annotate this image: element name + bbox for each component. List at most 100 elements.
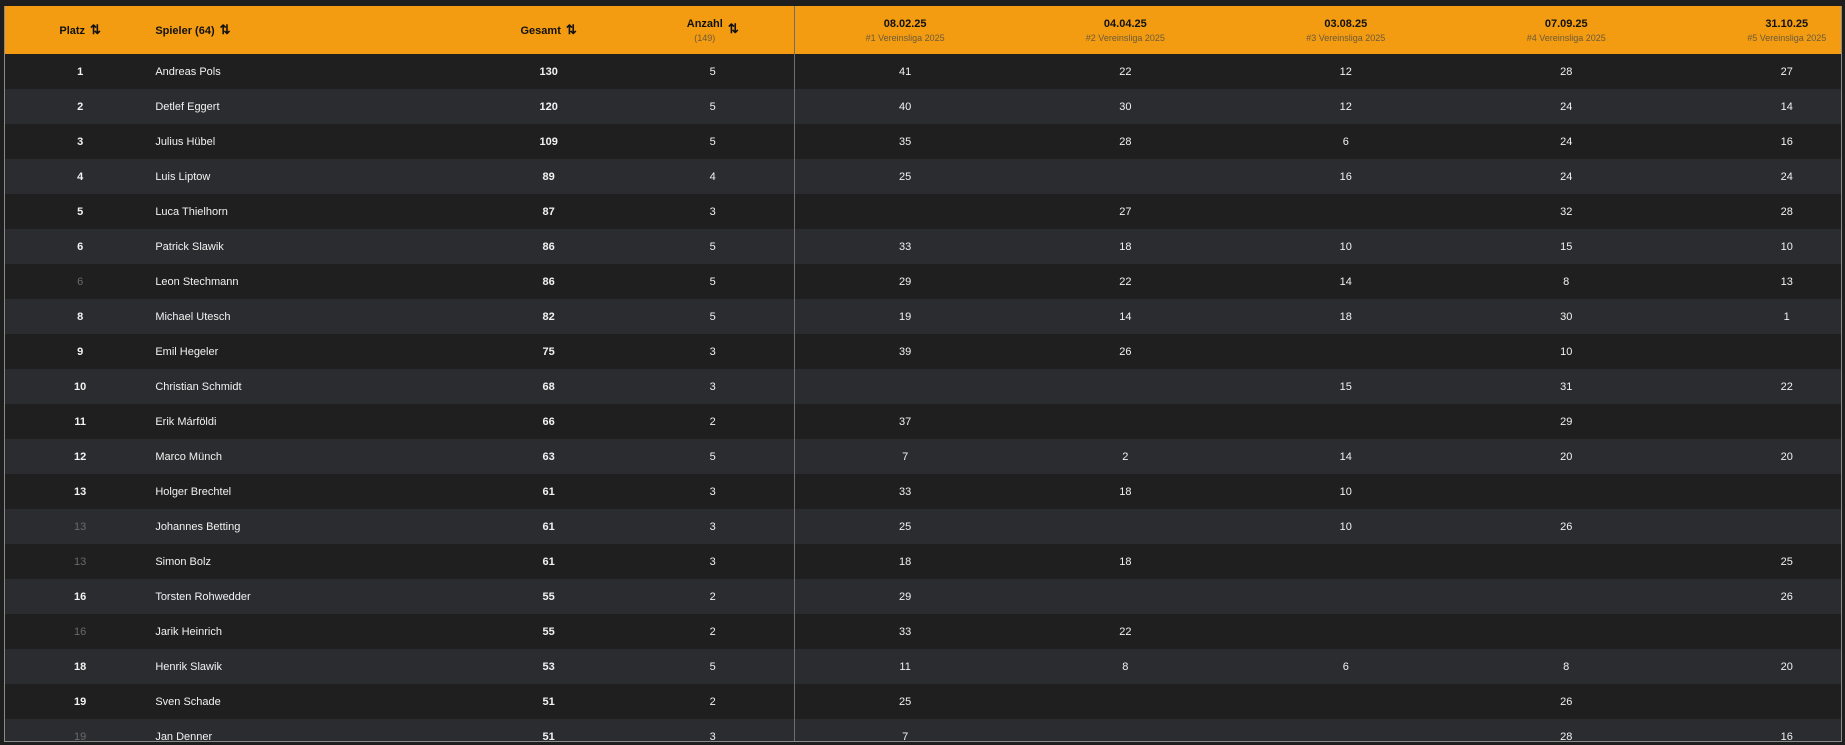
table-row[interactable]: 18 Henrik Slawik 53 5 11 8 6 8 20 <box>5 649 1841 684</box>
score-cell <box>1235 544 1457 579</box>
table-row[interactable]: 13 Simon Bolz 61 3 18 18 25 <box>5 544 1841 579</box>
score-cell: 20 <box>1676 649 1841 684</box>
column-header-gesamt[interactable]: Gesamt ⇅ <box>465 6 632 54</box>
sort-arrows-icon[interactable]: ⇅ <box>727 20 739 36</box>
score-cell: 24 <box>1676 159 1841 194</box>
count-cell: 2 <box>631 579 795 614</box>
player-name-cell: Patrick Slawik <box>155 229 466 264</box>
table-row[interactable]: 5 Luca Thielhorn 87 3 27 32 28 <box>5 194 1841 229</box>
player-name-cell: Jarik Heinrich <box>155 614 466 649</box>
column-header-event: 08.02.25 #1 Vereinsliga 2025 <box>794 6 1016 54</box>
table-row[interactable]: 3 Julius Hübel 109 5 35 28 6 24 16 <box>5 124 1841 159</box>
rank-cell: 5 <box>5 194 156 229</box>
rank-cell: 13 <box>5 509 156 544</box>
score-cell <box>1676 474 1841 509</box>
score-cell: 11 <box>794 649 1016 684</box>
gesamt-label: Gesamt <box>520 25 561 37</box>
table-row[interactable]: 4 Luis Liptow 89 4 25 16 24 24 <box>5 159 1841 194</box>
total-cell: 68 <box>465 369 632 404</box>
event-name: #1 Vereinsliga 2025 <box>865 32 945 43</box>
table-row[interactable]: 19 Jan Denner 51 3 7 28 16 <box>5 719 1841 741</box>
column-header-event: 03.08.25 #3 Vereinsliga 2025 <box>1235 6 1457 54</box>
table-row[interactable]: 19 Sven Schade 51 2 25 26 <box>5 684 1841 719</box>
player-name-cell: Holger Brechtel <box>155 474 466 509</box>
score-cell <box>1235 579 1457 614</box>
table-row[interactable]: 1 Andreas Pols 130 5 41 22 12 28 27 <box>5 54 1841 89</box>
ranking-table: Platz ⇅ Spieler (64) ⇅ Gesamt ⇅ Anzahl (149)… <box>5 6 1841 741</box>
score-cell: 29 <box>794 579 1016 614</box>
score-cell <box>1235 614 1457 649</box>
rank-cell: 8 <box>5 299 156 334</box>
player-name-cell: Detlef Eggert <box>155 89 466 124</box>
total-cell: 55 <box>465 579 632 614</box>
score-cell: 14 <box>1015 299 1236 334</box>
rank-cell: 19 <box>5 684 156 719</box>
table-row[interactable]: 13 Johannes Betting 61 3 25 10 26 <box>5 509 1841 544</box>
platz-label: Platz <box>59 25 86 37</box>
table-row[interactable]: 16 Torsten Rohwedder 55 2 29 26 <box>5 579 1841 614</box>
player-name-cell: Julius Hübel <box>155 124 466 159</box>
total-cell: 109 <box>465 124 632 159</box>
rank-cell: 4 <box>5 159 156 194</box>
score-cell: 7 <box>794 719 1016 741</box>
rank-cell: 16 <box>5 579 156 614</box>
total-cell: 61 <box>465 544 632 579</box>
score-cell: 29 <box>794 264 1016 299</box>
score-cell: 33 <box>794 229 1016 264</box>
score-cell: 25 <box>794 159 1016 194</box>
player-name-cell: Erik Márföldi <box>155 404 466 439</box>
table-row[interactable]: 6 Patrick Slawik 86 5 33 18 10 15 10 <box>5 229 1841 264</box>
sort-arrows-icon[interactable]: ⇅ <box>90 22 101 37</box>
table-row[interactable]: 6 Leon Stechmann 86 5 29 22 14 8 13 <box>5 264 1841 299</box>
score-cell: 26 <box>1676 579 1841 614</box>
rank-cell: 13 <box>5 544 156 579</box>
table-row[interactable]: 9 Emil Hegeler 75 3 39 26 10 <box>5 334 1841 369</box>
score-cell: 22 <box>1015 264 1236 299</box>
table-row[interactable]: 8 Michael Utesch 82 5 19 14 18 30 1 <box>5 299 1841 334</box>
score-cell: 20 <box>1456 439 1677 474</box>
sort-arrows-icon[interactable]: ⇅ <box>565 22 577 37</box>
total-cell: 130 <box>465 54 632 89</box>
column-header-platz[interactable]: Platz ⇅ <box>5 6 156 54</box>
table-row[interactable]: 10 Christian Schmidt 68 3 15 31 22 <box>5 369 1841 404</box>
count-cell: 5 <box>631 264 795 299</box>
score-cell: 10 <box>1235 229 1457 264</box>
count-cell: 5 <box>631 649 795 684</box>
score-cell: 40 <box>794 89 1016 124</box>
header-row: Platz ⇅ Spieler (64) ⇅ Gesamt ⇅ Anzahl (149)… <box>5 6 1841 54</box>
table-row[interactable]: 2 Detlef Eggert 120 5 40 30 12 24 14 <box>5 89 1841 124</box>
player-name-cell: Leon Stechmann <box>155 264 466 299</box>
count-cell: 5 <box>631 439 795 474</box>
score-cell <box>1235 334 1457 369</box>
event-name: #3 Vereinsliga 2025 <box>1306 32 1386 43</box>
player-name-cell: Marco Münch <box>155 439 466 474</box>
total-cell: 75 <box>465 334 632 369</box>
score-cell: 22 <box>1015 54 1236 89</box>
score-cell: 22 <box>1015 614 1236 649</box>
count-cell: 3 <box>631 369 795 404</box>
total-cell: 51 <box>465 719 632 741</box>
total-cell: 53 <box>465 649 632 684</box>
score-cell <box>1676 509 1841 544</box>
count-cell: 3 <box>631 474 795 509</box>
score-cell <box>1456 474 1677 509</box>
score-cell <box>1235 684 1457 719</box>
score-cell: 30 <box>1015 89 1236 124</box>
player-name-cell: Johannes Betting <box>155 509 466 544</box>
score-cell: 2 <box>1015 439 1236 474</box>
score-cell <box>1676 684 1841 719</box>
sort-arrows-icon[interactable]: ⇅ <box>219 22 231 37</box>
table-row[interactable]: 11 Erik Márföldi 66 2 37 29 <box>5 404 1841 439</box>
total-cell: 66 <box>465 404 632 439</box>
total-cell: 51 <box>465 684 632 719</box>
score-cell <box>1456 614 1677 649</box>
score-cell: 14 <box>1676 89 1841 124</box>
column-header-spieler[interactable]: Spieler (64) ⇅ <box>155 6 466 54</box>
score-cell: 10 <box>1456 334 1677 369</box>
table-row[interactable]: 13 Holger Brechtel 61 3 33 18 10 <box>5 474 1841 509</box>
event-date: 04.04.25 <box>1103 17 1147 30</box>
table-row[interactable]: 16 Jarik Heinrich 55 2 33 22 <box>5 614 1841 649</box>
table-row[interactable]: 12 Marco Münch 63 5 7 2 14 20 20 <box>5 439 1841 474</box>
count-cell: 5 <box>631 229 795 264</box>
column-header-anzahl[interactable]: Anzahl (149) ⇅ <box>631 6 795 54</box>
